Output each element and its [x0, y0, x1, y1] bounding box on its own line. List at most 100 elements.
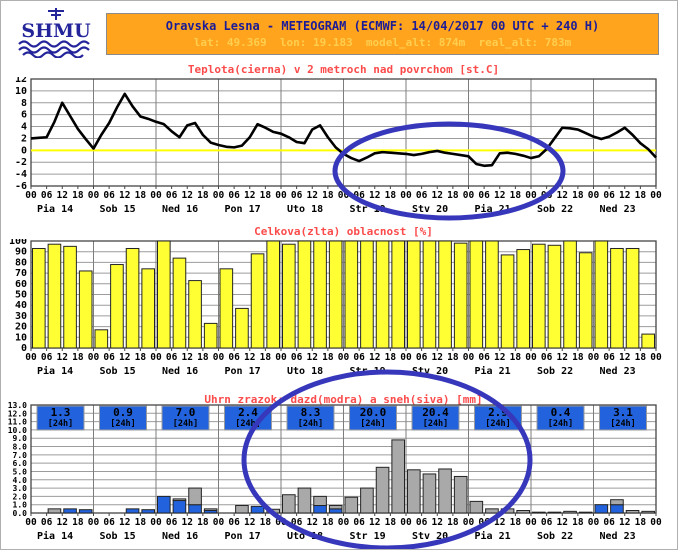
cloud-bar — [360, 240, 374, 349]
y-axis-label: 0 — [21, 343, 27, 354]
y-axis-label: -6 — [15, 181, 27, 192]
x-tick-label: 06 — [353, 517, 365, 528]
cloud-bar — [32, 247, 46, 349]
precipitation-chart: 0.01.02.03.04.05.06.07.08.09.010.011.012… — [8, 401, 662, 542]
day-label: Sob 22 — [537, 204, 573, 215]
cloud-bar — [422, 240, 437, 349]
rain-bar — [610, 504, 624, 514]
x-tick-label: 18 — [572, 190, 584, 201]
x-tick-label: 12 — [119, 190, 130, 201]
day-label: Pia 21 — [475, 365, 511, 377]
x-tick-label: 12 — [119, 517, 130, 528]
cloud-bar — [485, 240, 499, 349]
daily-total-unit: [24h] — [235, 419, 261, 429]
daily-total-box — [36, 405, 85, 431]
daily-total-value: 8.3 — [301, 406, 321, 419]
snow-bar — [188, 487, 202, 506]
x-tick-label: 18 — [385, 190, 397, 201]
rain-bar — [313, 505, 327, 514]
daily-total-unit: [24h] — [360, 419, 386, 429]
day-label: Pia 21 — [475, 203, 511, 215]
x-tick-label: 06 — [603, 190, 615, 201]
x-tick-label: 12 — [432, 352, 443, 363]
x-tick-label: 06 — [228, 190, 240, 201]
x-tick-label: 12 — [494, 517, 505, 528]
x-tick-label: 18 — [635, 190, 647, 201]
day-label: Ned 16 — [162, 366, 198, 377]
cloud-bar — [282, 243, 296, 349]
y-axis-label: 50 — [15, 290, 27, 301]
x-tick-label: 18 — [635, 517, 647, 528]
cloud-bar — [641, 333, 655, 349]
x-tick-label: 00 — [25, 190, 37, 201]
x-tick-label: 18 — [135, 517, 147, 528]
x-tick-label: 12 — [57, 352, 68, 363]
daily-total-unit: [24h] — [423, 419, 449, 429]
x-tick-label: 06 — [291, 190, 303, 201]
cloud-bar — [516, 249, 530, 349]
x-tick-label: 18 — [572, 517, 584, 528]
x-tick-label: 12 — [557, 352, 568, 363]
day-label: Uto 18 — [287, 531, 323, 542]
cloud-bar — [63, 245, 77, 349]
shmu-logo-graphic: SHMU — [18, 8, 91, 59]
day-label: Pia 14 — [37, 203, 73, 215]
x-tick-label: 00 — [650, 517, 662, 528]
x-tick-label: 18 — [72, 517, 84, 528]
snow-bar — [532, 511, 546, 514]
cloud-bar — [453, 242, 468, 349]
x-tick-label: 12 — [182, 190, 193, 201]
cloud-bar — [610, 247, 624, 349]
snow-bar — [235, 505, 249, 514]
x-tick-label: 06 — [541, 517, 553, 528]
daily-total-unit: [24h] — [110, 419, 136, 429]
snow-bar — [625, 510, 640, 514]
x-tick-label: 18 — [447, 352, 459, 363]
snow-bar — [516, 510, 530, 514]
x-tick-label: 18 — [260, 352, 272, 363]
cloud-bar — [313, 240, 327, 349]
x-tick-label: 06 — [228, 517, 240, 528]
x-tick-label: 18 — [322, 190, 334, 201]
rain-bar — [594, 504, 609, 514]
x-tick-label: 12 — [494, 190, 505, 201]
x-tick-label: 06 — [541, 190, 553, 201]
rain-bar — [125, 508, 140, 514]
x-tick-label: 06 — [416, 190, 428, 201]
x-tick-label: 00 — [338, 190, 350, 201]
y-axis-label: 4 — [21, 122, 27, 133]
x-tick-label: 18 — [135, 190, 147, 201]
snow-bar — [547, 511, 562, 514]
x-tick-label: 00 — [650, 190, 662, 201]
x-tick-label: 18 — [322, 517, 334, 528]
x-tick-label: 18 — [197, 517, 209, 528]
day-label: Ned 16 — [162, 531, 198, 542]
day-label: Str 19 — [350, 531, 386, 542]
x-tick-label: 00 — [588, 190, 600, 201]
x-tick-label: 06 — [416, 517, 428, 528]
x-tick-label: 12 — [182, 352, 193, 363]
plot-border — [30, 240, 657, 349]
x-tick-label: 12 — [182, 517, 193, 528]
snow-bar — [391, 439, 405, 514]
rain-bar — [63, 508, 77, 514]
x-tick-label: 00 — [588, 517, 600, 528]
snow-bar — [360, 487, 374, 514]
x-tick-label: 00 — [463, 517, 475, 528]
day-label: Ned 23 — [600, 366, 636, 377]
y-axis-label: 1.0 — [13, 501, 28, 510]
x-tick-label: 06 — [353, 190, 365, 201]
cloud-chart-title: Celkova(zlta) oblacnost [%] — [254, 225, 433, 238]
x-tick-label: 18 — [510, 517, 522, 528]
daily-total-box — [161, 405, 210, 431]
day-label: Ned 16 — [162, 204, 198, 215]
x-tick-label: 00 — [338, 352, 350, 363]
snow-bar — [500, 508, 515, 514]
x-tick-label: 12 — [619, 352, 630, 363]
rain-bar — [157, 495, 171, 514]
title-banner: Oravska Lesna - METEOGRAM (ECMWF: 14/04/… — [106, 13, 659, 55]
daily-total-box — [536, 405, 585, 431]
logo-mast-icon — [48, 8, 64, 20]
x-tick-label: 12 — [307, 190, 318, 201]
